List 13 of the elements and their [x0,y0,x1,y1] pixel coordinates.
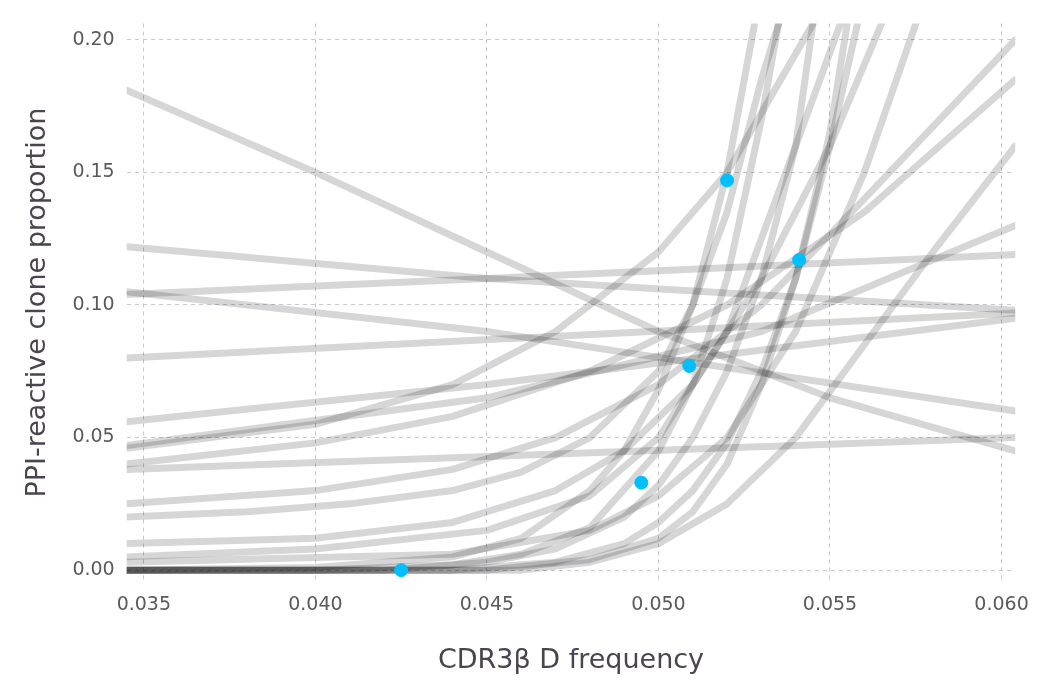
y-tick-label: 0.00 [72,557,115,580]
x-axis-title: CDR3β D frequency [437,642,705,674]
x-tick-label: 0.035 [116,592,172,615]
y-tick-label: 0.20 [72,26,115,49]
y-tick-label: 0.05 [72,424,115,447]
x-tick-label: 0.040 [288,592,343,615]
y-axis-title: PPI-reactive clone proportion [20,107,52,498]
x-tick-label: 0.055 [802,592,858,615]
x-tick-label: 0.060 [974,592,1029,615]
x-tick-label: 0.045 [459,592,515,615]
x-tick-label: 0.050 [631,592,686,615]
y-tick-label: 0.15 [72,159,115,182]
y-tick-label: 0.10 [72,291,115,314]
